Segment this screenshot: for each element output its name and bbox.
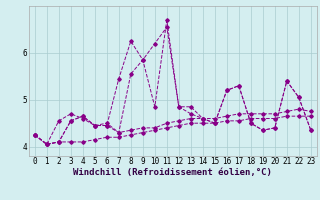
X-axis label: Windchill (Refroidissement éolien,°C): Windchill (Refroidissement éolien,°C) <box>73 168 272 177</box>
